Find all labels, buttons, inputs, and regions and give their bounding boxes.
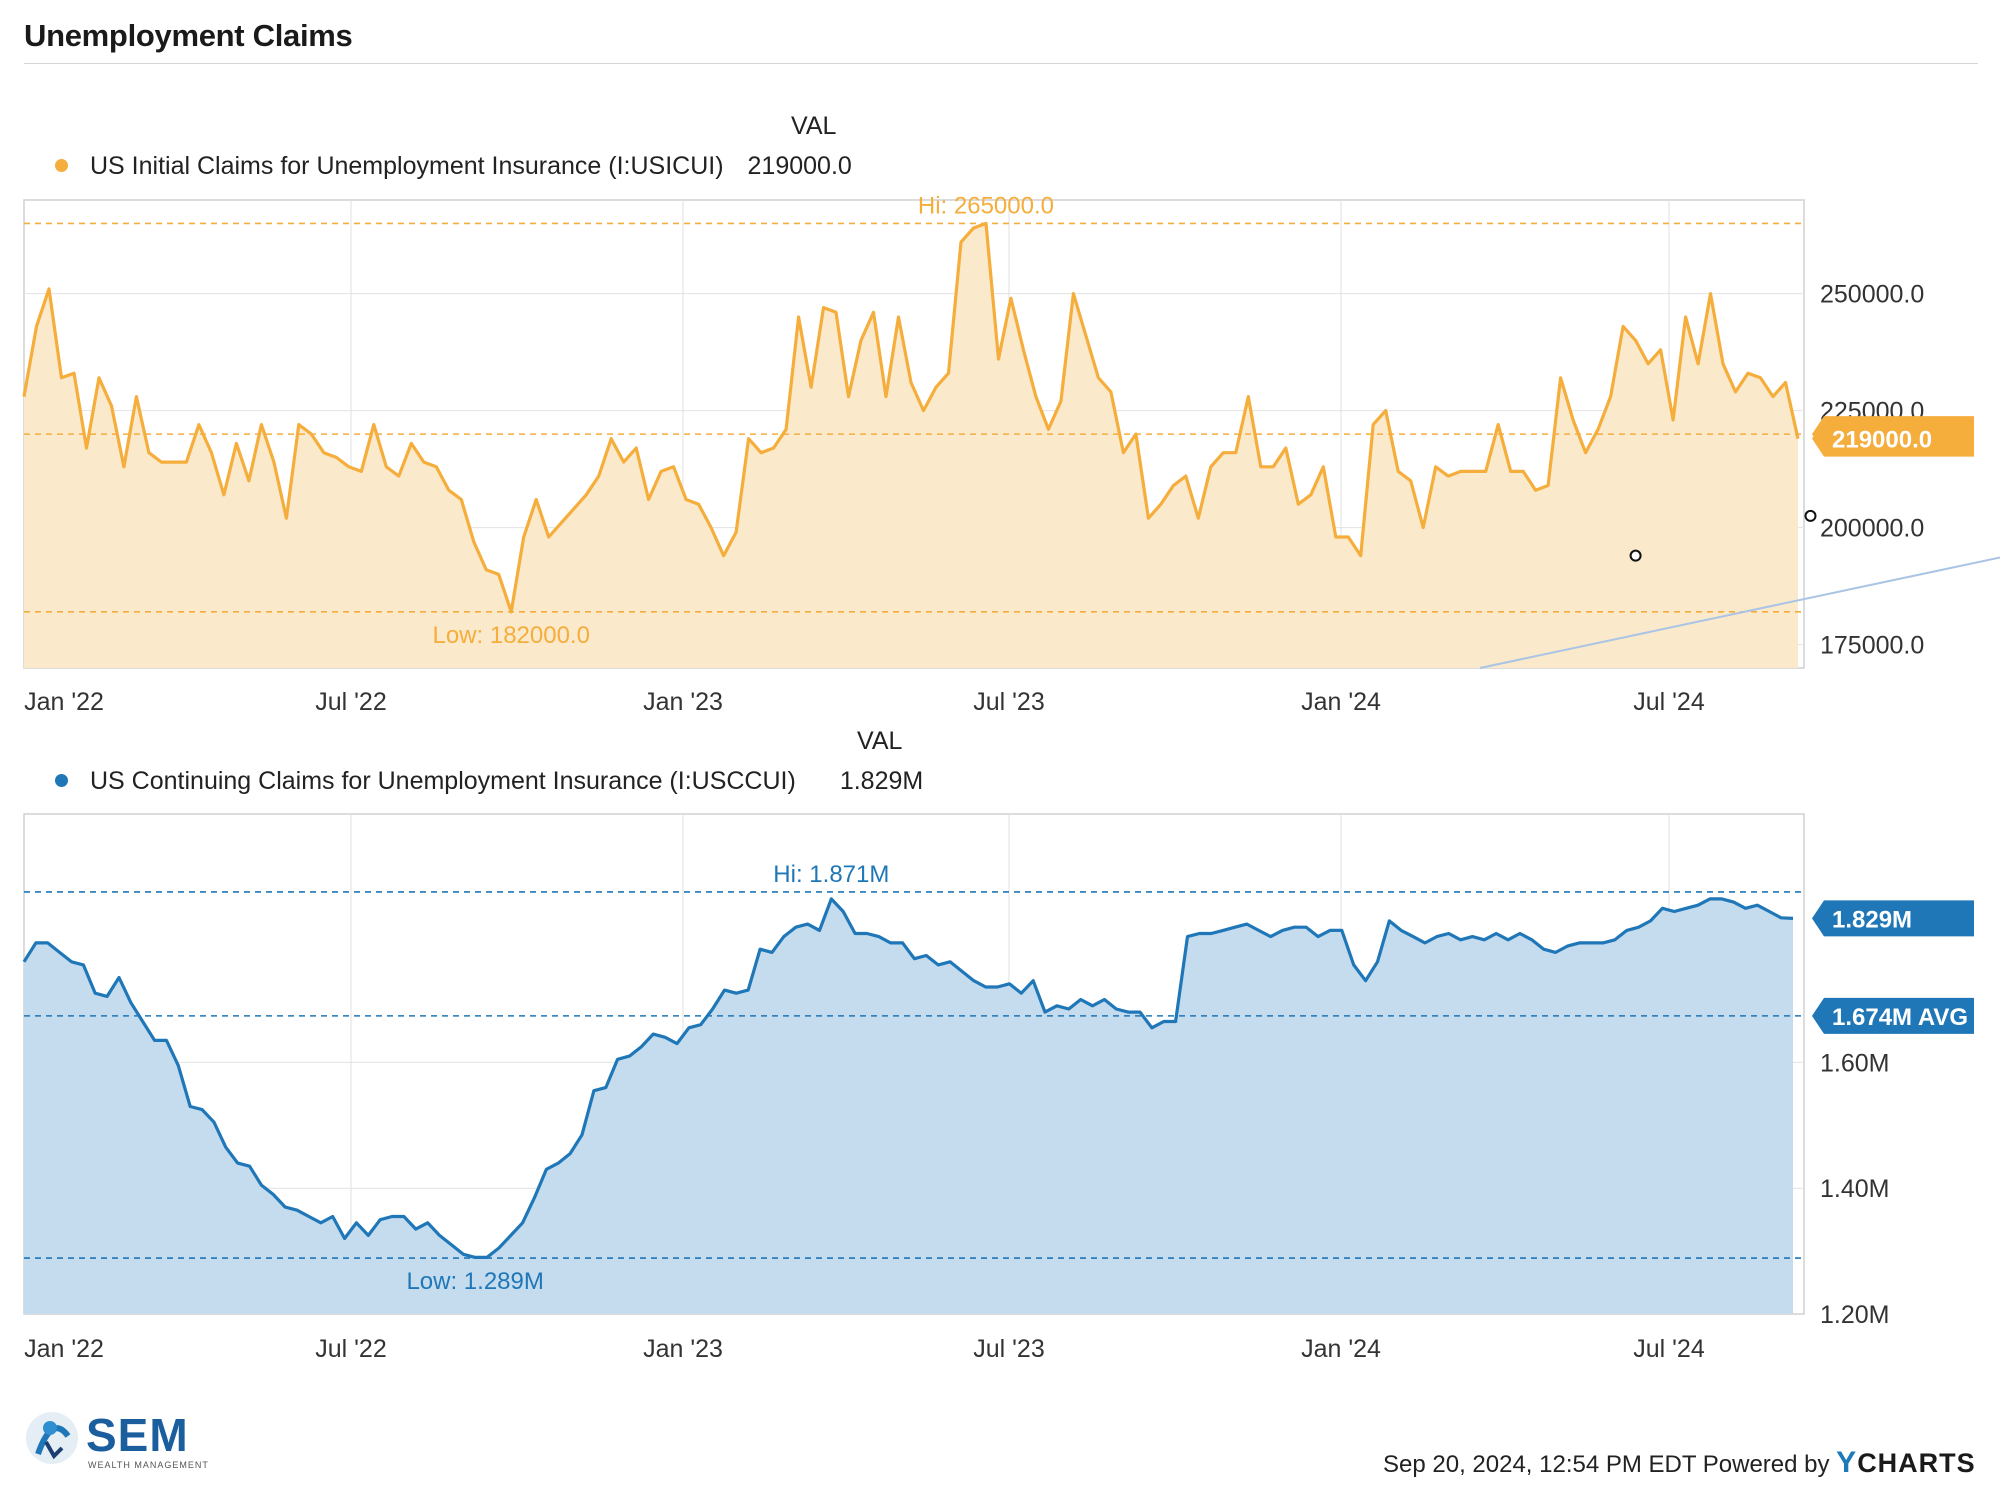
sem-logo-icon xyxy=(26,1412,78,1464)
y-tick-label: 1.60M xyxy=(1820,1049,1889,1077)
legend-latest-value: 219000.0 xyxy=(747,152,852,180)
sem-logo: SEM WEALTH MANAGEMENT xyxy=(24,1406,214,1476)
latest-value-flag-text: 219000.0 xyxy=(1832,427,1932,454)
latest-value-flag: 1.829M xyxy=(1812,900,1974,937)
footer-attribution: Sep 20, 2024, 12:54 PM EDT Powered by YC… xyxy=(1383,1446,1976,1480)
legend-column-header-initial: VAL xyxy=(791,112,837,140)
y-tick-label: 250000.0 xyxy=(1820,281,1924,309)
series-dot-icon xyxy=(55,773,68,787)
y-tick-label: 1.40M xyxy=(1820,1175,1889,1203)
avg-value-flag-text: 1.674M AVG xyxy=(1832,1004,1968,1031)
low-label: Low: 1.289M xyxy=(406,1268,543,1295)
latest-value-flag-text: 1.829M xyxy=(1832,906,1912,933)
hi-label: Hi: 265000.0 xyxy=(918,192,1054,219)
hi-label: Hi: 1.871M xyxy=(773,861,889,888)
low-label: Low: 182000.0 xyxy=(432,622,589,649)
logo-subtext: WEALTH MANAGEMENT xyxy=(88,1460,209,1470)
legend-series-name: US Initial Claims for Unemployment Insur… xyxy=(90,152,724,180)
x-tick-label: Jul '23 xyxy=(973,688,1044,716)
legend-column-header-continuing: VAL xyxy=(857,727,903,755)
x-tick-label: Jul '22 xyxy=(315,1335,386,1363)
y-tick-label: 200000.0 xyxy=(1820,515,1924,543)
avg-value-flag-background xyxy=(1812,997,1974,1034)
legend-item-initial-claims[interactable]: US Initial Claims for Unemployment Insur… xyxy=(55,152,852,181)
continuing-claims-chart: Hi: 1.871M Low: 1.289M 1.60M 1.40M 1.20M 1.6… xyxy=(22,813,1974,1363)
x-tick-label: Jan '22 xyxy=(24,688,104,716)
legend-item-continuing-claims[interactable]: US Continuing Claims for Unemployment In… xyxy=(55,767,923,796)
series-area-fill xyxy=(24,898,1793,1314)
latest-value-flag: 219000.0 xyxy=(1812,420,1974,457)
x-tick-label: Jan '23 xyxy=(643,1335,723,1363)
x-tick-label: Jan '24 xyxy=(1301,1335,1381,1363)
y-tick-label: 1.20M xyxy=(1820,1301,1889,1329)
timestamp-text: Sep 20, 2024, 12:54 PM EDT Powered by xyxy=(1383,1451,1830,1478)
y-tick-label: 175000.0 xyxy=(1820,632,1924,660)
series-line xyxy=(22,897,1794,1259)
title-divider xyxy=(24,63,1978,64)
page-title: Unemployment Claims xyxy=(24,18,353,53)
trendline-marker xyxy=(1629,549,1642,562)
trendline xyxy=(1479,556,2000,669)
series-line xyxy=(22,221,1800,614)
latest-value-flag-background xyxy=(1812,420,1974,457)
ycharts-logo[interactable]: YCHARTS xyxy=(1836,1446,1976,1479)
x-tick-label: Jul '24 xyxy=(1633,1335,1705,1363)
series-area-fill xyxy=(24,223,1798,668)
legend-series-name: US Continuing Claims for Unemployment In… xyxy=(90,767,796,795)
series-dot-icon xyxy=(55,158,68,172)
latest-value-flag-background xyxy=(1812,900,1974,937)
x-tick-label: Jul '24 xyxy=(1633,688,1705,716)
legend-latest-value: 1.829M xyxy=(839,767,924,795)
x-tick-label: Jul '22 xyxy=(315,688,386,716)
x-tick-label: Jul '23 xyxy=(973,1335,1044,1363)
x-tick-label: Jan '22 xyxy=(24,1335,104,1363)
trendline-marker xyxy=(1804,509,1817,522)
avg-value-flag: 1.674M AVG xyxy=(1812,997,1974,1034)
x-tick-label: Jan '23 xyxy=(643,688,723,716)
logo-text: SEM xyxy=(86,1409,189,1461)
x-tick-label: Jan '24 xyxy=(1301,688,1381,716)
